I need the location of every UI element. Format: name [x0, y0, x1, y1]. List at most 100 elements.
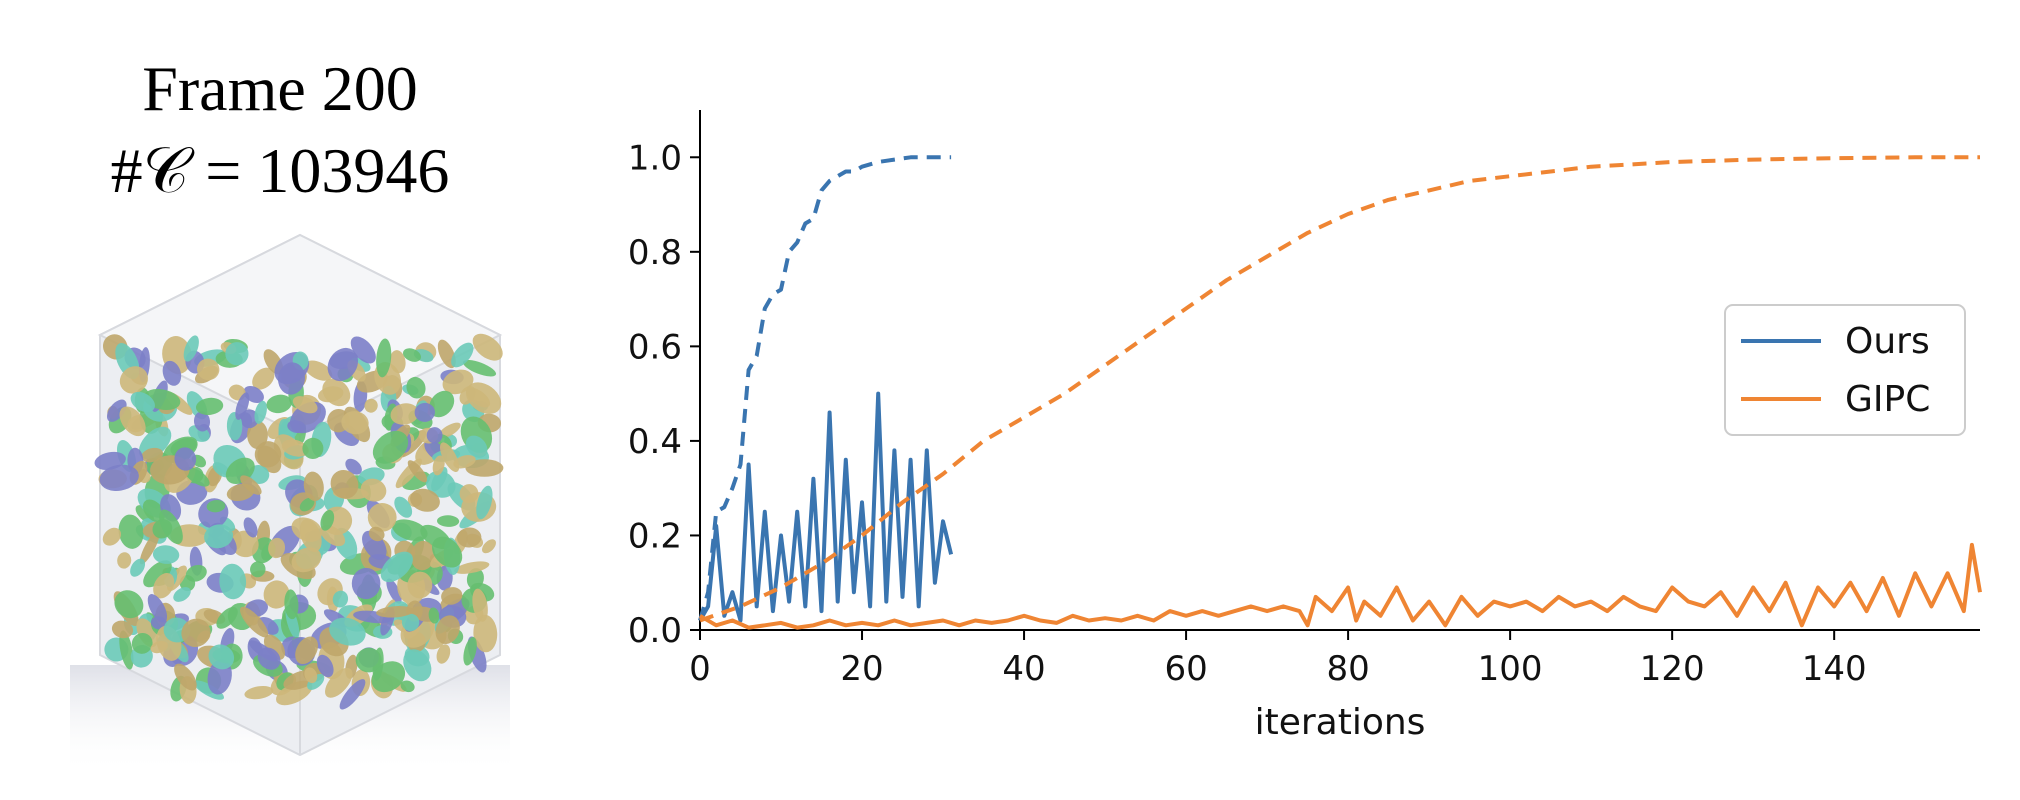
- particle: [332, 590, 349, 608]
- particle: [102, 527, 122, 546]
- particle: [287, 420, 306, 434]
- particle: [403, 348, 421, 362]
- particle: [351, 567, 381, 600]
- particle: [476, 485, 493, 520]
- particle: [329, 617, 366, 646]
- x-tick-label: 100: [1478, 649, 1543, 689]
- particle: [111, 620, 134, 639]
- particle: [208, 644, 235, 670]
- particle: [466, 382, 502, 414]
- particle: [376, 606, 414, 618]
- particle: [441, 587, 463, 605]
- particle: [254, 400, 267, 424]
- particle: [317, 386, 344, 403]
- x-tick-label: 20: [840, 649, 883, 689]
- series-line-3: [699, 155, 1980, 623]
- series-line-1: [698, 155, 952, 622]
- particle: [429, 390, 455, 418]
- particle: [119, 366, 148, 394]
- particle: [225, 342, 249, 366]
- particle: [364, 398, 378, 413]
- particle: [193, 411, 211, 432]
- particle: [143, 560, 172, 588]
- chart-plot-area: [698, 155, 1982, 630]
- particle: [368, 526, 385, 542]
- particle: [206, 500, 226, 513]
- simulation-render: [30, 225, 570, 775]
- legend-box: [1724, 304, 1966, 436]
- particle: [219, 563, 247, 600]
- particle: [394, 496, 413, 518]
- particle: [414, 402, 435, 422]
- particle: [193, 680, 224, 700]
- particle: [184, 466, 210, 487]
- cube-illustration: [70, 233, 510, 775]
- convergence-chart: 0.0 0.2 0.4 0.6 0.8 1.0 0 20 40 60 80 100 120 140 iter…: [580, 90, 2000, 774]
- chart-legend: Ours GIPC: [1724, 304, 1966, 436]
- x-tick-label: 120: [1640, 649, 1705, 689]
- particle: [406, 376, 426, 399]
- particle: [299, 497, 315, 512]
- x-tick-label: 80: [1326, 649, 1369, 689]
- particle: [268, 537, 286, 559]
- particle: [239, 606, 269, 638]
- particle: [345, 458, 362, 475]
- y-tick-label: 1.0: [628, 138, 682, 178]
- particle: [247, 420, 268, 450]
- particle: [372, 430, 409, 464]
- particle: [439, 442, 460, 472]
- particle: [435, 615, 460, 645]
- x-tick-label: 40: [1002, 649, 1045, 689]
- particle: [130, 558, 146, 577]
- particle: [162, 360, 182, 386]
- particle: [183, 335, 199, 362]
- particle: [304, 360, 333, 381]
- particle: [454, 561, 490, 574]
- particle: [131, 632, 153, 654]
- particle: [295, 636, 318, 665]
- particle: [355, 647, 382, 673]
- particle: [302, 437, 324, 459]
- particle: [463, 637, 477, 666]
- particle: [216, 607, 238, 629]
- particle: [195, 397, 224, 416]
- particle: [392, 519, 428, 541]
- particle: [482, 539, 496, 554]
- particle: [320, 509, 335, 531]
- particle: [197, 358, 220, 381]
- particle: [410, 488, 440, 512]
- particle: [118, 514, 144, 549]
- particle: [252, 367, 275, 390]
- particle: [150, 641, 168, 654]
- particle: [465, 435, 488, 458]
- chart-axes: 0.0 0.2 0.4 0.6 0.8 1.0 0 20 40 60 80 100 120 140 iter…: [628, 110, 1980, 743]
- particle: [106, 399, 127, 422]
- figure-title: Frame 200 #𝒞 = 103946: [40, 48, 520, 212]
- particle-cluster: [94, 333, 504, 710]
- contact-count-label: #𝒞 = 103946: [110, 135, 450, 206]
- particle: [174, 447, 197, 471]
- y-tick-label: 0.8: [628, 233, 682, 273]
- particle: [473, 614, 498, 653]
- particle: [457, 527, 482, 548]
- particle: [325, 667, 353, 698]
- y-tick-label: 0.0: [628, 611, 682, 651]
- frame-label: Frame 200: [142, 53, 418, 124]
- particle: [465, 459, 504, 477]
- particle: [403, 649, 432, 682]
- particle: [462, 359, 497, 377]
- particle: [431, 466, 448, 492]
- particle: [204, 524, 234, 549]
- particle: [173, 587, 191, 602]
- particle: [250, 561, 266, 578]
- chart-svg: 0.0 0.2 0.4 0.6 0.8 1.0 0 20 40 60 80 100 120 140 iter…: [628, 110, 1982, 743]
- particle: [181, 618, 211, 648]
- particle: [174, 663, 197, 691]
- particle: [432, 455, 445, 476]
- particle: [428, 607, 440, 624]
- legend-label: GIPC: [1845, 379, 1930, 420]
- particle: [281, 439, 309, 457]
- particle: [257, 647, 281, 670]
- particle: [119, 630, 134, 670]
- particle: [292, 396, 318, 414]
